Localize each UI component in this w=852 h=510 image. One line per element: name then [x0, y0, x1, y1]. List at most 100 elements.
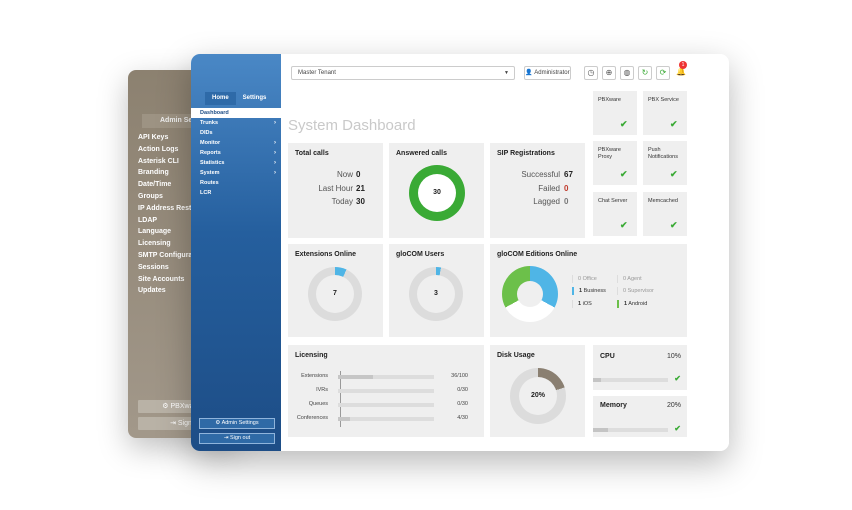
sidebar-item-statistics[interactable]: Statistics ›: [191, 158, 281, 168]
sign-out-button[interactable]: ⇥ Sign out: [199, 433, 275, 444]
stat-value: 0: [356, 170, 361, 179]
reload-icon[interactable]: ↻: [638, 66, 652, 80]
card-title: CPU: [600, 353, 615, 360]
license-bar: [338, 375, 373, 379]
stat-value: 30: [356, 197, 365, 206]
donut-value: 3: [434, 290, 438, 297]
admin-item[interactable]: Asterisk CLI: [138, 157, 179, 165]
tab-home[interactable]: Home: [205, 92, 236, 105]
stat-label: Last Hour: [318, 184, 353, 193]
admin-item[interactable]: Sessions: [138, 263, 169, 271]
legend-android: 1 Android: [617, 300, 647, 308]
page-title: System Dashboard: [288, 117, 416, 134]
admin-item[interactable]: Groups: [138, 192, 163, 200]
sign-out-label: Sign out: [229, 435, 251, 441]
cpu-track: [593, 378, 668, 382]
user-menu[interactable]: 👤 Administrator: [524, 66, 571, 80]
check-icon: ✔: [620, 119, 628, 129]
gear-icon: ⚙: [162, 403, 171, 410]
sign-out-icon: ⇥: [223, 435, 230, 441]
legend-count: 1: [578, 301, 582, 307]
stat-value: 21: [356, 184, 365, 193]
card-title: Extensions Online: [295, 251, 357, 258]
check-icon: ✔: [670, 220, 678, 230]
sidebar-item-label: LCR: [200, 190, 212, 196]
cpu-bar: [593, 378, 601, 382]
admin-item[interactable]: LDAP: [138, 216, 158, 224]
user-name: Administrator: [534, 70, 570, 76]
total-calls-card: Total calls Now 0 Last Hour 21 Today 30: [288, 143, 383, 238]
gear-icon: ⚙: [215, 420, 222, 426]
license-row: Conferences 4/30: [288, 415, 468, 423]
sidebar-item-dids[interactable]: DIDs: [191, 128, 281, 138]
admin-item[interactable]: Licensing: [138, 240, 171, 248]
refresh-icon[interactable]: ⟳: [656, 66, 670, 80]
admin-settings-button[interactable]: ⚙ Admin Settings: [199, 418, 275, 429]
legend-count: 0: [623, 288, 627, 294]
legend-count: 0: [578, 276, 582, 282]
legend-label: iOS: [582, 301, 592, 307]
sidebar-item-reports[interactable]: Reports ›: [191, 148, 281, 158]
stat-value: 67: [564, 170, 573, 179]
tenant-select[interactable]: Master Tenant ▼: [291, 66, 515, 80]
license-row: Extensions 36/100: [288, 373, 468, 381]
sidebar-item-trunks[interactable]: Trunks ›: [191, 118, 281, 128]
clock-icon[interactable]: ◷: [584, 66, 598, 80]
tab-settings[interactable]: Settings: [242, 95, 267, 101]
pbxware-button-label: PBXware: [170, 403, 200, 410]
sidebar-item-routes[interactable]: Routes: [191, 178, 281, 188]
disk-usage-donut: 20%: [510, 368, 566, 424]
license-bar: [338, 417, 351, 421]
admin-item[interactable]: Language: [138, 228, 172, 236]
answered-calls-card: Answered calls 30: [389, 143, 484, 238]
extensions-online-card: Extensions Online 7: [288, 244, 383, 337]
sidebar-tabs: Home Settings: [205, 92, 273, 105]
sidebar-item-lcr[interactable]: LCR: [191, 188, 281, 198]
admin-item[interactable]: IP Address Restric: [138, 204, 200, 212]
check-icon: ✔: [670, 119, 678, 129]
admin-settings-list: API Keys Action Logs Asterisk CLI Brandi…: [138, 134, 200, 299]
service-tile: PBX Service ✔: [643, 91, 687, 135]
support-icon[interactable]: ⊕: [602, 66, 616, 80]
tenant-value: Master Tenant: [298, 70, 336, 76]
bell-icon[interactable]: 🔔: [676, 67, 686, 76]
license-row: IVRs 0/30: [288, 387, 468, 395]
legend-office: 0 Office: [572, 275, 597, 283]
sidebar-item-monitor[interactable]: Monitor ›: [191, 138, 281, 148]
service-label: PBX Service: [648, 97, 679, 103]
admin-item[interactable]: API Keys: [138, 134, 169, 141]
legend-label: Android: [628, 301, 648, 307]
service-tile: PBXware ✔: [593, 91, 637, 135]
license-value: 0/30: [457, 401, 468, 407]
globe-icon[interactable]: ◍: [620, 66, 634, 80]
license-label: IVRs: [316, 387, 328, 393]
service-tile: Memcached ✔: [643, 192, 687, 236]
card-title: Licensing: [295, 352, 328, 359]
stat-value: 0: [564, 197, 569, 206]
admin-item[interactable]: SMTP Configurati: [138, 251, 197, 259]
disk-usage-card: Disk Usage 20%: [490, 345, 585, 437]
chevron-right-icon: ›: [274, 160, 276, 166]
sidebar-item-label: Monitor: [200, 140, 221, 146]
sidebar-item-label: Statistics: [200, 160, 225, 166]
sidebar-item-dashboard[interactable]: Dashboard: [191, 108, 281, 118]
legend-count: 0: [623, 276, 627, 282]
admin-item[interactable]: Updates: [138, 287, 166, 295]
check-icon: ✔: [674, 424, 681, 433]
admin-item[interactable]: Date/Time: [138, 181, 172, 189]
license-row: Queues 0/30: [288, 401, 468, 409]
admin-item[interactable]: Site Accounts: [138, 275, 185, 283]
chevron-right-icon: ›: [274, 140, 276, 146]
license-label: Extensions: [301, 373, 328, 379]
legend-count: 1: [579, 288, 583, 294]
license-value: 36/100: [451, 373, 468, 379]
answered-calls-donut: 30: [409, 165, 465, 221]
admin-item[interactable]: Branding: [138, 169, 169, 177]
card-title: Disk Usage: [497, 352, 535, 359]
extensions-online-donut: 7: [308, 267, 362, 321]
sidebar-item-system[interactable]: System ›: [191, 168, 281, 178]
sidebar-item-label: Trunks: [200, 120, 219, 126]
license-value: 0/30: [457, 387, 468, 393]
chevron-down-icon: ▼: [504, 70, 509, 76]
admin-item[interactable]: Action Logs: [138, 145, 179, 153]
